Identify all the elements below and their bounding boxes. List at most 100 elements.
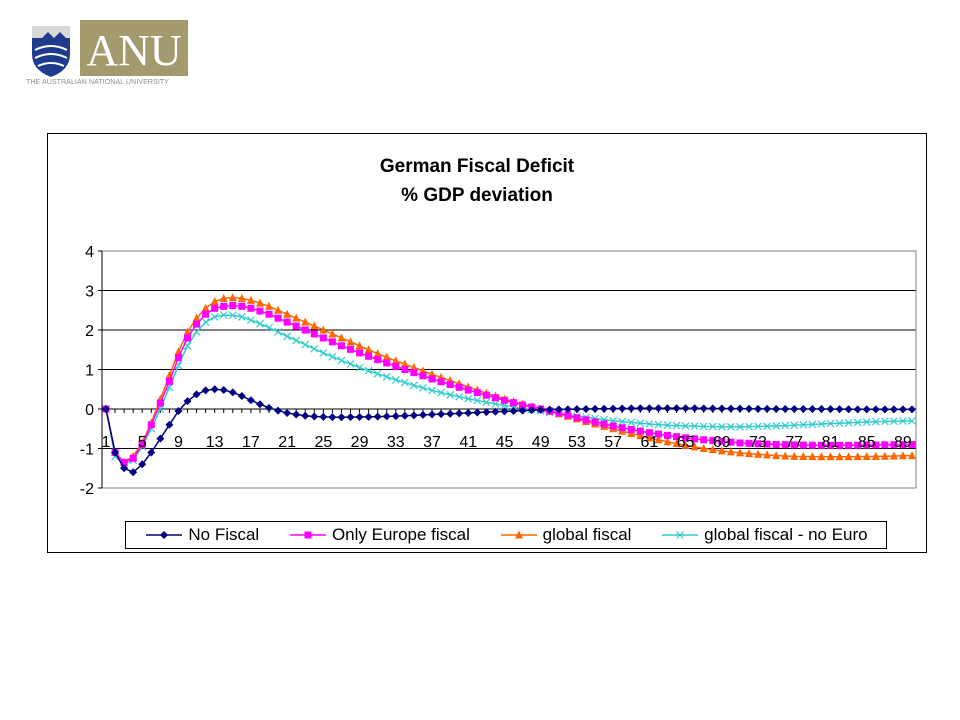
data-point: [129, 468, 138, 477]
data-point: [618, 404, 627, 413]
data-point: [201, 318, 210, 327]
data-point: [826, 441, 834, 449]
data-point: [899, 417, 907, 425]
data-point: [174, 406, 183, 415]
x-tick-label: 5: [138, 434, 147, 451]
x-tick-label: 69: [713, 434, 731, 451]
data-point: [835, 452, 844, 461]
logo-tagline: THE AUSTRALIAN NATIONAL UNIVERSITY: [26, 79, 170, 86]
data-point: [409, 363, 418, 372]
data-point: [246, 396, 255, 405]
data-point: [383, 359, 391, 367]
legend-item: No Fiscal: [144, 525, 259, 545]
data-point: [853, 405, 862, 414]
x-tick-label: 89: [894, 434, 912, 451]
data-point: [500, 396, 508, 404]
data-point: [726, 422, 735, 431]
data-point: [727, 438, 735, 446]
x-tick-label: 41: [459, 434, 477, 451]
data-point: [853, 418, 862, 427]
data-point: [138, 460, 147, 469]
x-tick-label: 73: [749, 434, 767, 451]
data-point: [600, 420, 608, 428]
data-point: [880, 405, 889, 414]
data-point: [862, 405, 871, 414]
data-point: [890, 441, 898, 449]
data-point: [518, 406, 527, 415]
wordmark-background: [80, 20, 188, 76]
line-chart: German Fiscal Deficit % GDP deviation 4 3…: [80, 156, 917, 498]
data-point: [391, 375, 400, 384]
data-point: [880, 451, 889, 460]
data-point: [228, 293, 237, 302]
data-point: [192, 313, 201, 322]
data-point: [582, 416, 590, 424]
legend-swatch: [500, 530, 537, 539]
legend-marker: [304, 531, 312, 539]
data-point: [636, 419, 645, 428]
series-lines: [102, 293, 916, 477]
y-tick-label: 0: [85, 402, 94, 419]
data-point: [283, 408, 292, 417]
data-point: [328, 329, 337, 338]
data-point: [455, 383, 463, 391]
data-point: [763, 440, 771, 448]
data-point: [391, 412, 400, 421]
data-point: [382, 352, 391, 361]
data-point: [419, 383, 427, 392]
data-point: [328, 338, 336, 346]
data-point: [808, 452, 817, 461]
gridlines: [101, 250, 917, 489]
data-point: [681, 422, 690, 430]
data-point: [708, 422, 717, 431]
data-point: [237, 391, 246, 400]
data-point: [147, 421, 155, 429]
data-point: [663, 431, 671, 439]
data-point: [364, 412, 373, 421]
data-point: [202, 310, 210, 318]
data-point: [663, 404, 672, 413]
data-point: [491, 407, 500, 416]
data-point: [392, 362, 400, 370]
data-point: [500, 407, 509, 416]
data-point: [274, 314, 282, 322]
data-point: [120, 464, 129, 473]
data-point: [726, 404, 735, 413]
data-point: [844, 405, 853, 414]
legend-item: Only Europe fiscal: [288, 525, 470, 545]
data-point: [292, 313, 301, 322]
data-point: [138, 441, 146, 449]
data-point: [853, 452, 862, 461]
y-tick-label: 2: [85, 323, 94, 340]
legend-swatch: [289, 531, 326, 539]
data-point: [817, 452, 826, 461]
series-no-fiscal: [102, 385, 916, 477]
data-point: [808, 441, 816, 449]
data-point: [673, 433, 681, 441]
data-point: [446, 409, 455, 418]
data-point: [400, 411, 409, 420]
data-point: [274, 328, 282, 336]
data-point: [401, 366, 409, 373]
data-point: [482, 391, 490, 399]
data-point: [554, 405, 563, 414]
data-point: [310, 412, 319, 421]
data-point: [808, 405, 817, 413]
data-point: [908, 405, 916, 414]
data-point: [908, 441, 916, 449]
data-point: [274, 406, 283, 415]
data-point: [699, 422, 708, 431]
data-point: [871, 451, 880, 460]
data-point: [663, 437, 672, 446]
data-point: [256, 307, 264, 315]
x-tick-label: 1: [102, 434, 111, 451]
data-point: [319, 334, 327, 342]
data-point: [183, 327, 192, 336]
data-point: [201, 386, 210, 395]
data-point: [464, 408, 473, 417]
data-point: [817, 441, 825, 449]
data-point: [790, 441, 798, 449]
data-point: [817, 420, 826, 428]
x-tick-label: 17: [242, 434, 260, 451]
data-point: [428, 386, 436, 395]
